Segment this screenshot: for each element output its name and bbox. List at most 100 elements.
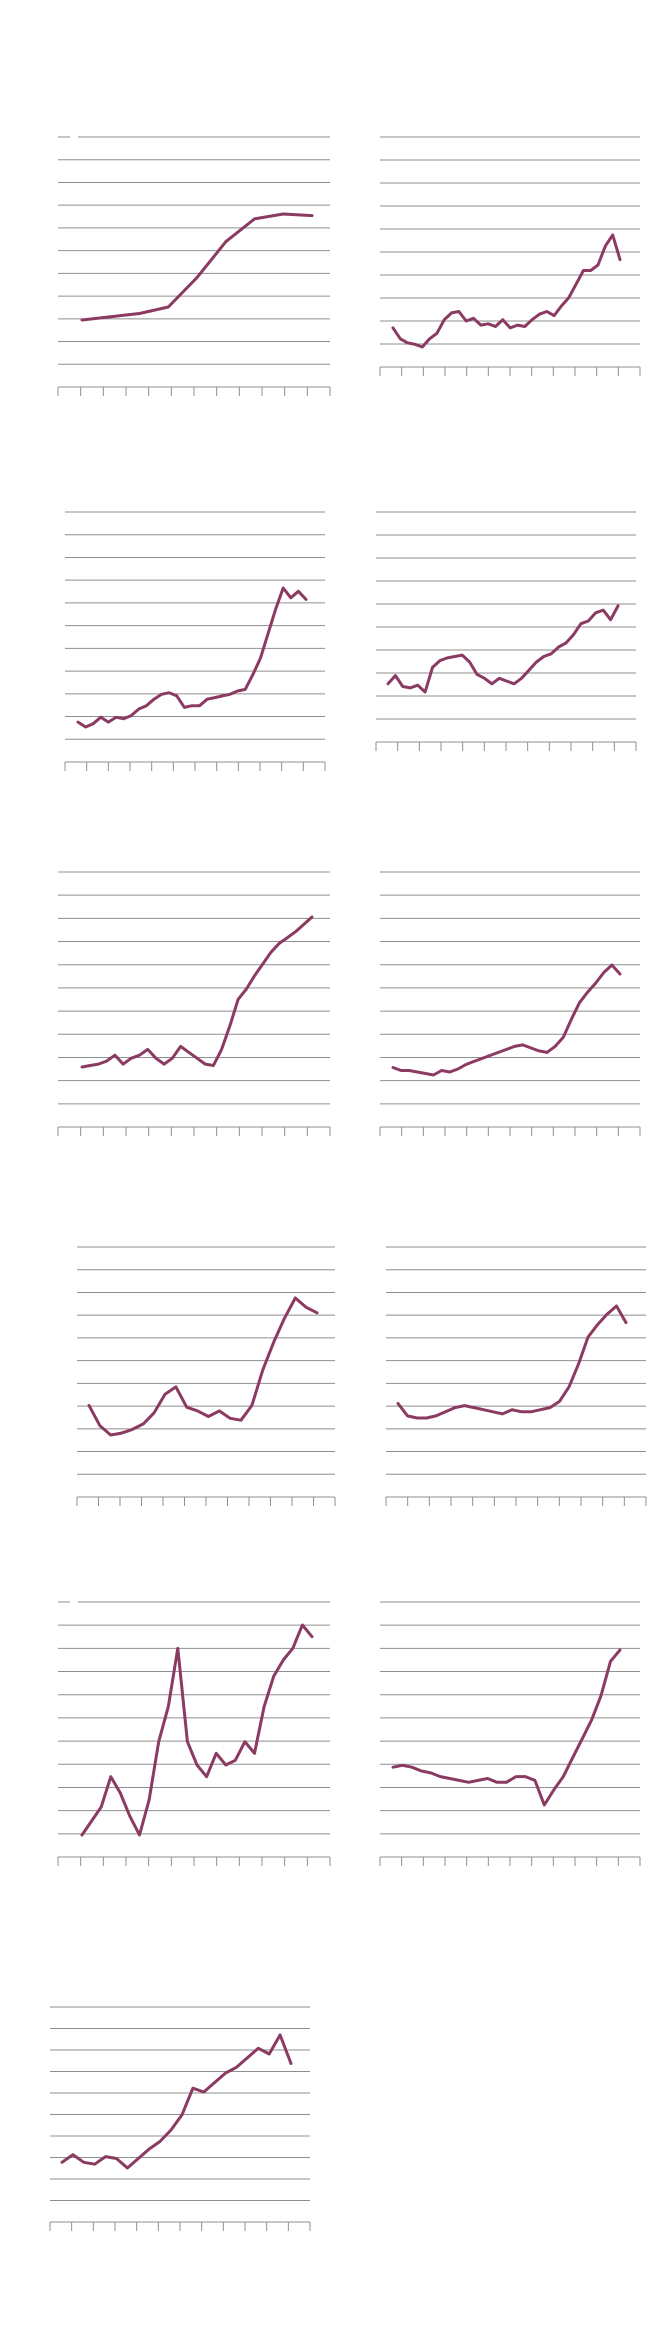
data-point	[472, 317, 474, 319]
data-point	[387, 683, 389, 685]
data-point	[229, 693, 231, 695]
data-point	[582, 269, 584, 271]
data-point	[449, 1777, 451, 1779]
data-point	[203, 2091, 205, 2093]
data-point	[191, 705, 193, 707]
data-point	[303, 923, 305, 925]
data-point	[538, 1050, 540, 1052]
data-point	[262, 963, 264, 965]
data-point	[148, 2148, 150, 2150]
data-point	[424, 1072, 426, 1074]
data-point	[176, 695, 178, 697]
data-point	[294, 931, 296, 933]
data-point	[465, 320, 467, 322]
data-point	[520, 1411, 522, 1413]
data-point	[88, 1404, 90, 1406]
data-point	[454, 655, 456, 657]
data-point	[465, 1063, 467, 1065]
data-point	[283, 1317, 285, 1319]
data-point	[77, 721, 79, 723]
data-point	[457, 1068, 459, 1070]
data-point	[425, 1417, 427, 1419]
data-point	[397, 1402, 399, 1404]
series-line	[80, 212, 314, 322]
data-point	[534, 1779, 536, 1781]
data-point	[81, 1834, 83, 1836]
data-point	[428, 338, 430, 340]
data-point	[497, 1051, 499, 1053]
data-point	[505, 1781, 507, 1783]
data-point	[625, 1321, 627, 1323]
data-point	[446, 657, 448, 659]
data-point	[513, 683, 515, 685]
data-point	[494, 325, 496, 327]
data-point	[90, 1820, 92, 1822]
data-point	[214, 2081, 216, 2083]
data-point	[107, 721, 109, 723]
data-point	[596, 1324, 598, 1326]
data-point	[158, 1741, 160, 1743]
data-point	[224, 2072, 226, 2074]
series-line	[87, 1296, 319, 1437]
data-point	[305, 598, 307, 600]
data-point	[84, 726, 86, 728]
data-point	[572, 634, 574, 636]
data-point	[414, 343, 416, 345]
data-point	[575, 283, 577, 285]
data-point	[458, 1779, 460, 1781]
data-point	[148, 1799, 150, 1801]
data-point	[119, 1792, 121, 1794]
data-point	[416, 1417, 418, 1419]
data-point	[516, 324, 518, 326]
data-point	[61, 2161, 63, 2163]
data-point	[402, 685, 404, 687]
data-point	[606, 1313, 608, 1315]
data-point	[270, 951, 272, 953]
data-point	[481, 1057, 483, 1059]
data-point	[461, 654, 463, 656]
data-point	[535, 661, 537, 663]
data-point	[619, 973, 621, 975]
data-point	[262, 1369, 264, 1371]
data-point	[549, 1406, 551, 1408]
data-point	[513, 1045, 515, 1047]
data-point	[562, 1036, 564, 1038]
series-line	[80, 1623, 314, 1837]
data-point	[244, 1741, 246, 1743]
data-point	[502, 319, 504, 321]
data-point	[439, 659, 441, 661]
data-point	[183, 706, 185, 708]
data-point	[126, 2167, 128, 2169]
data-point	[138, 1834, 140, 1836]
data-point	[153, 698, 155, 700]
data-point	[115, 716, 117, 718]
data-point	[609, 1660, 611, 1662]
data-point	[168, 692, 170, 694]
data-point	[619, 258, 621, 260]
data-point	[400, 1069, 402, 1071]
data-point	[612, 234, 614, 236]
data-point	[204, 1063, 206, 1065]
data-point	[268, 2053, 270, 2055]
data-point	[581, 1738, 583, 1740]
data-point	[259, 657, 261, 659]
data-point	[505, 1048, 507, 1050]
data-point	[587, 620, 589, 622]
data-point	[186, 1741, 188, 1743]
data-point	[282, 587, 284, 589]
data-point	[129, 1815, 131, 1817]
data-point	[602, 609, 604, 611]
data-point	[424, 691, 426, 693]
data-point	[553, 314, 555, 316]
data-point	[155, 1057, 157, 1059]
data-point	[246, 2057, 248, 2059]
data-point	[164, 1393, 166, 1395]
data-point	[615, 1305, 617, 1307]
series-line	[80, 915, 314, 1069]
data-point	[142, 1423, 144, 1425]
data-point	[454, 1406, 456, 1408]
data-point	[153, 1412, 155, 1414]
data-point	[274, 608, 276, 610]
data-point	[538, 313, 540, 315]
data-point	[272, 1341, 274, 1343]
